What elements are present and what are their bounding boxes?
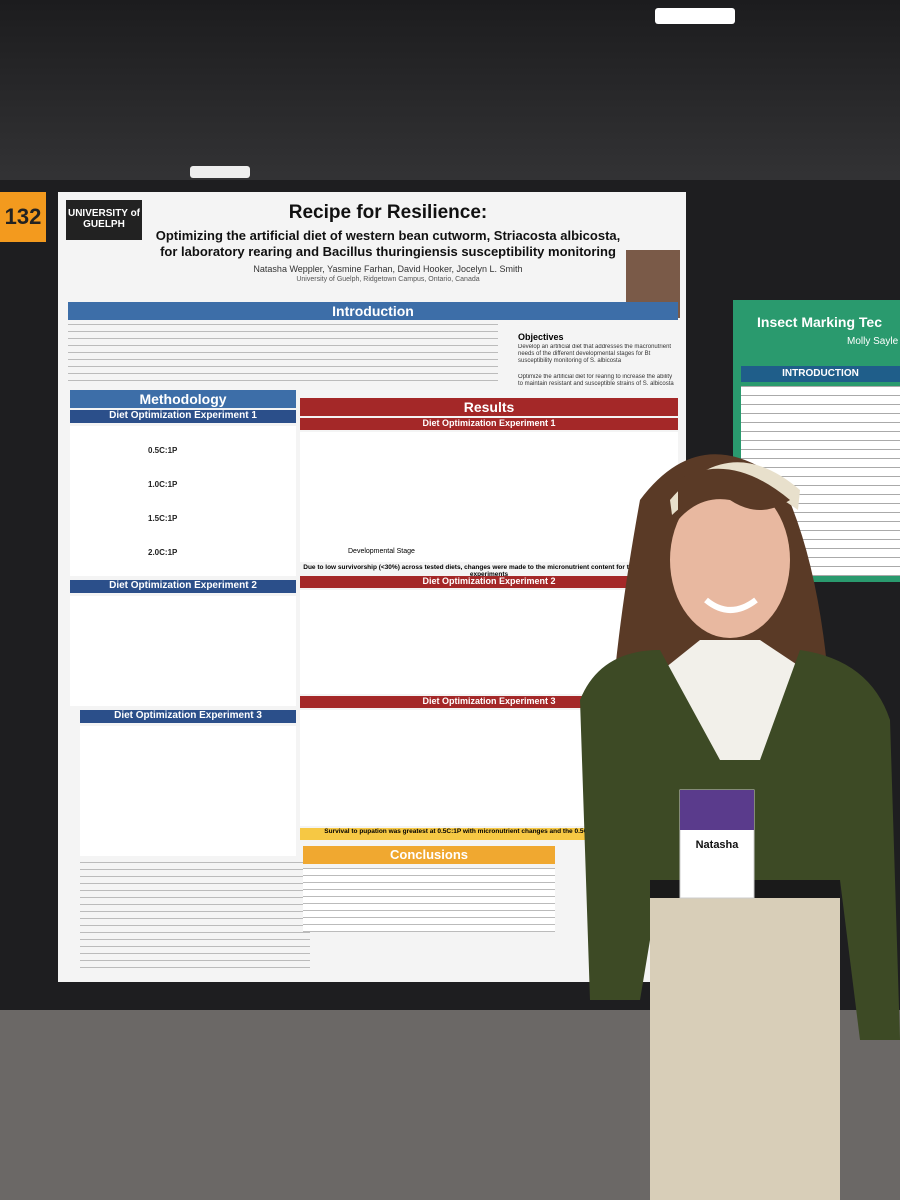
diet-label: 0.5C:1P [148,446,178,455]
methods-text [80,862,310,972]
neighbor-title: Insect Marking Tec [757,314,883,330]
result-note: Survival to pupation was greatest at 0.5… [300,828,678,840]
results-heading: Results [300,398,678,416]
results-chart [300,432,678,562]
objectives-heading: Objectives [518,332,564,342]
conclusions-text [303,868,555,932]
bangs [678,468,790,520]
neighbor-author: Molly Sayle [847,336,899,347]
logo: UNIVERSITY of GUELPH [66,200,142,240]
booth-number: 132 [0,192,46,242]
results-exp-heading: Diet Optimization Experiment 2 [300,576,678,588]
neighbor-section: INTRODUCTION [741,366,900,382]
x-axis-label: Developmental Stage [348,548,415,555]
ceiling-light [190,166,250,178]
diagram [70,596,296,706]
method-exp-heading: Diet Optimization Experiment 1 [70,410,296,423]
method-exp-heading: Diet Optimization Experiment 3 [80,710,296,723]
poster-subtitle: Optimizing the artificial diet of wester… [155,228,621,259]
authors: Natasha Weppler, Yasmine Farhan, David H… [253,264,523,274]
introduction-heading: Introduction [68,302,678,320]
smile [704,597,758,613]
result-note: Due to low survivorship (<30%) across te… [303,564,675,578]
methodology-heading: Methodology [70,390,296,408]
poster-title: Recipe for Resilience: [288,202,488,223]
badge-name: Natasha [696,839,740,851]
affiliation: University of Guelph, Ridgetown Campus, … [296,276,480,283]
conclusions-heading: Conclusions [303,846,555,864]
objective: Develop an artificial diet that addresse… [518,344,672,364]
diet-label: 2.0C:1P [148,548,178,557]
poster: UNIVERSITY of GUELPH Recipe for Resilien… [58,192,686,982]
results-exp-heading: Diet Optimization Experiment 1 [300,418,678,430]
intro-text [68,324,498,384]
method-exp-heading: Diet Optimization Experiment 2 [70,580,296,593]
face [670,482,790,638]
diet-label: 1.5C:1P [148,514,178,523]
pants [650,880,840,1200]
diagram [80,726,296,856]
ceiling-light [655,8,735,24]
diagram [70,426,296,576]
diet-label: 1.0C:1P [148,480,178,489]
objective: Optimize the artificial diet for rearing… [518,374,674,387]
badge-header [680,790,754,830]
